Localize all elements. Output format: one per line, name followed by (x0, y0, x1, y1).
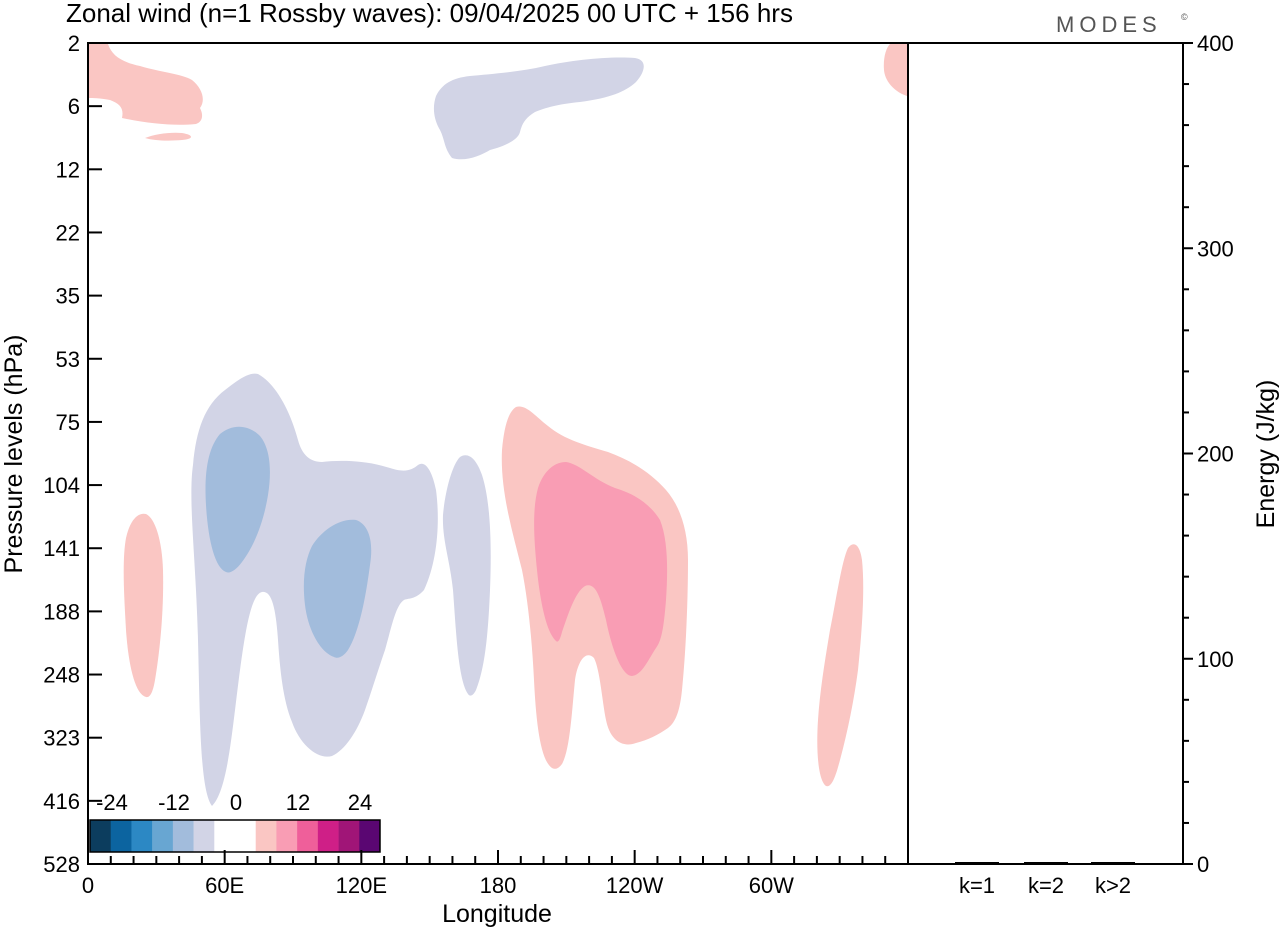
energy-panel-frame (908, 42, 1184, 865)
y-tick-label: 104 (43, 473, 80, 498)
energy-bar (1024, 862, 1068, 864)
contour-positive-weak-75w (817, 544, 864, 787)
x-tick-label: 0 (82, 873, 94, 898)
y-tick-label: 416 (43, 789, 80, 814)
y-tick-label: 528 (43, 852, 80, 877)
energy-tick-label: 100 (1197, 647, 1234, 672)
contour-positive-weak-strat-west (89, 44, 203, 125)
contour-negative-weak-narrow (442, 455, 491, 696)
y-tick-label: 248 (43, 663, 80, 688)
pressure-axis: 2 6 12 22 35 53 75 104 141 188 248 323 416 528 (43, 31, 102, 877)
y-tick-label: 2 (68, 31, 80, 56)
energy-category-label: k=1 (959, 873, 995, 898)
contour-fills (89, 44, 907, 806)
y-tick-label: 188 (43, 599, 80, 624)
contour-negative-weak-strat (433, 57, 644, 160)
y-tick-label: 22 (56, 220, 80, 245)
colorbar-swatch (214, 820, 236, 852)
energy-bar (955, 862, 999, 864)
colorbar-label: -24 (96, 790, 128, 815)
energy-bars: k=1 k=2 k>2 (955, 862, 1135, 898)
x-tick-label: 60W (749, 873, 794, 898)
colorbar-swatch (255, 820, 277, 852)
colorbar-label: 24 (348, 790, 372, 815)
energy-category-label: k=2 (1028, 873, 1064, 898)
y-tick-label: 35 (56, 284, 80, 309)
x-axis-label: Longitude (442, 900, 552, 928)
contour-negative-moderate-2 (303, 519, 372, 658)
modes-logo-mark: © (1181, 12, 1188, 22)
colorbar-swatch (359, 820, 381, 852)
energy-tick-label: 200 (1197, 442, 1234, 467)
energy-axis-label: Energy (J/kg) (1252, 380, 1280, 529)
modes-logo-text: MODES (1056, 12, 1162, 37)
energy-tick-label: 300 (1197, 236, 1234, 261)
x-tick-label: 60E (205, 873, 244, 898)
y-tick-label: 12 (56, 157, 80, 182)
colorbar-swatch (172, 820, 194, 852)
energy-bar (1091, 862, 1135, 864)
colorbar-swatch (338, 820, 360, 852)
contour-positive-weak-strat-east (883, 44, 907, 96)
chart-title: Zonal wind (n=1 Rossby waves): 09/04/202… (66, 0, 793, 28)
colorbar-swatch (297, 820, 319, 852)
colorbar-swatch (235, 820, 257, 852)
colorbar-swatch (152, 820, 174, 852)
contour-negative-moderate-1 (205, 426, 270, 573)
colorbar-swatch (276, 820, 298, 852)
y-tick-label: 53 (56, 347, 80, 372)
y-axis-label: Pressure levels (hPa) (0, 335, 28, 574)
colorbar-frame (89, 819, 381, 853)
colorbar: -24 -12 0 12 24 (89, 790, 381, 853)
colorbar-swatch (317, 820, 339, 852)
colorbar-label: 0 (230, 790, 242, 815)
energy-axis: 0 100 200 300 400 (1183, 31, 1234, 877)
modes-logo: MODES © (1056, 12, 1188, 37)
y-tick-label: 141 (43, 536, 80, 561)
y-tick-label: 6 (68, 94, 80, 119)
x-tick-label: 180 (480, 873, 517, 898)
longitude-axis: 0 60E 120E 180 120W 60W (82, 850, 887, 898)
colorbar-swatch (110, 820, 132, 852)
energy-category-label: k>2 (1095, 873, 1131, 898)
energy-tick-label: 400 (1197, 31, 1234, 56)
contour-positive-moderate (534, 462, 668, 676)
colorbar-swatch (193, 820, 215, 852)
colorbar-label: 12 (286, 790, 310, 815)
colorbar-swatch (90, 820, 112, 852)
y-tick-label: 323 (43, 726, 80, 751)
y-tick-label: 75 (56, 410, 80, 435)
x-tick-label: 120E (336, 873, 387, 898)
colorbar-swatch (131, 820, 153, 852)
colorbar-label: -12 (158, 790, 190, 815)
contour-positive-weak-sliver (145, 132, 191, 141)
x-tick-label: 120W (606, 873, 664, 898)
energy-tick-label: 0 (1197, 852, 1209, 877)
contour-positive-weak-25e (123, 513, 164, 698)
